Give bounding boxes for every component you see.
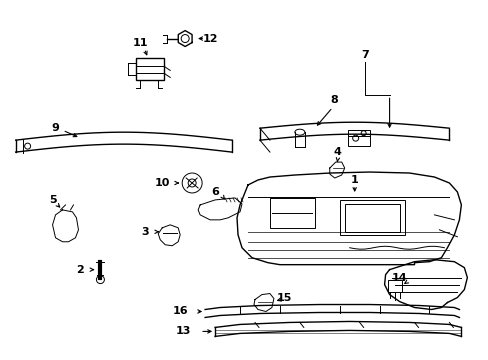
Text: 10: 10	[154, 178, 169, 188]
Text: 5: 5	[49, 195, 56, 205]
Bar	[136, 58, 164, 80]
Text: 11: 11	[132, 37, 148, 48]
Text: 1: 1	[350, 175, 358, 185]
Text: 3: 3	[141, 227, 149, 237]
Bar	[269, 198, 314, 228]
Text: 13: 13	[175, 327, 190, 336]
Bar	[387, 280, 401, 292]
Text: 9: 9	[52, 123, 60, 133]
Text: 2: 2	[77, 265, 84, 275]
Text: 7: 7	[360, 50, 368, 60]
Bar	[347, 130, 369, 146]
Bar	[339, 200, 404, 235]
Text: 8: 8	[330, 95, 338, 105]
Text: 4: 4	[333, 147, 341, 157]
Text: 15: 15	[276, 293, 291, 302]
Text: 6: 6	[211, 187, 219, 197]
Text: 16: 16	[172, 306, 187, 316]
Text: 12: 12	[202, 33, 217, 44]
Bar	[344, 204, 399, 232]
Text: 14: 14	[391, 273, 407, 283]
